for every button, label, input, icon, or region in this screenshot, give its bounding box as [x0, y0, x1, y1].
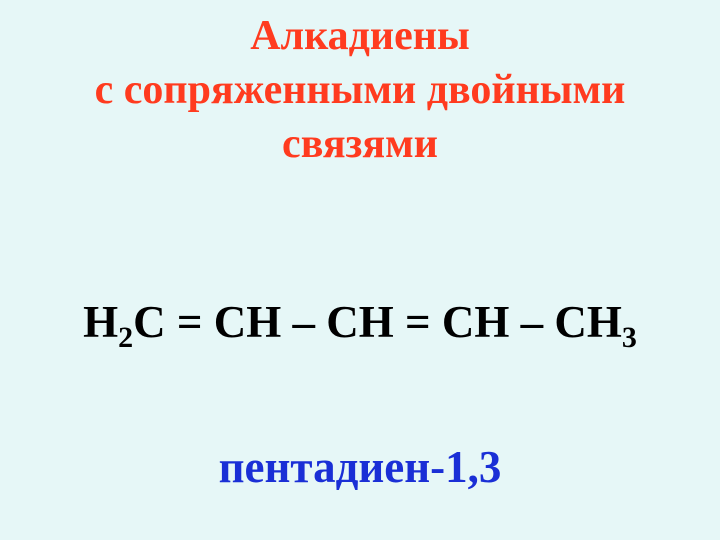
chemical-formula: Н2С = СН – СН = СН – СН3 — [0, 300, 720, 345]
compound-name: пентадиен-1,3 — [0, 445, 720, 490]
formula-sub-3: 3 — [622, 321, 637, 354]
formula-chain: С = СН – СН = СН – СН — [133, 297, 622, 347]
slide-title: Алкадиены с сопряженными двойными связям… — [0, 10, 720, 171]
title-line-1: Алкадиены — [250, 13, 470, 59]
title-line-3: связями — [282, 121, 438, 167]
formula-h: Н — [83, 297, 118, 347]
formula-sub-2: 2 — [118, 321, 133, 354]
title-line-2: с сопряженными двойными — [95, 67, 626, 113]
